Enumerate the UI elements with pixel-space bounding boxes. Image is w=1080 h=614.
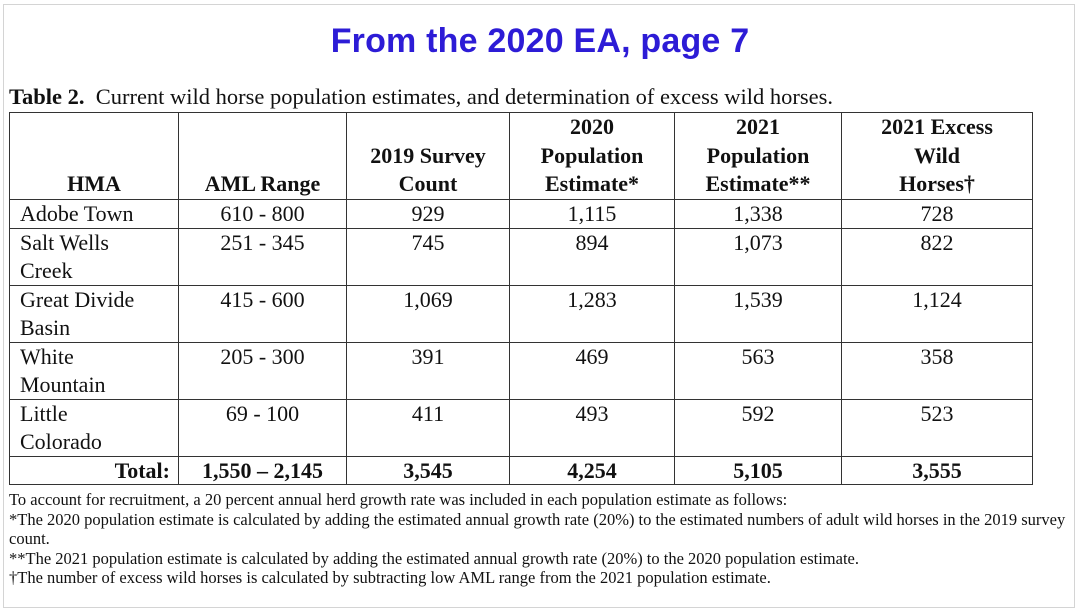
pop2020-cell: 894 <box>509 227 675 286</box>
header-survey-count: 2019 Survey Count <box>346 112 510 200</box>
hma-cell: Great Divide Basin <box>9 284 179 343</box>
excess-cell: 1,124 <box>841 284 1033 343</box>
pop2020-cell: 493 <box>509 398 675 457</box>
footnote-intro: To account for recruitment, a 20 percent… <box>9 490 788 509</box>
survey-cell: 391 <box>346 341 510 400</box>
excess-cell: 523 <box>841 398 1033 457</box>
header-2021-excess: 2021 Excess Wild Horses† <box>841 112 1033 200</box>
aml-cell: 415 - 600 <box>178 284 347 343</box>
table-total-row: Total: 1,550 – 2,145 3,545 4,254 5,105 3… <box>9 455 1033 485</box>
total-label: Total: <box>9 455 179 485</box>
footnote-excess: †The number of excess wild horses is cal… <box>9 568 771 587</box>
header-hma: HMA <box>9 112 179 200</box>
table-row: Adobe Town 610 - 800 929 1,115 1,338 728 <box>9 198 1033 229</box>
table-caption: Table 2. Current wild horse population e… <box>9 84 833 110</box>
pop2020-cell: 469 <box>509 341 675 400</box>
aml-cell: 205 - 300 <box>178 341 347 400</box>
survey-cell: 745 <box>346 227 510 286</box>
total-pop2021-cell: 5,105 <box>674 455 842 485</box>
slide-banner-title: From the 2020 EA, page 7 <box>330 22 750 60</box>
excess-cell: 728 <box>841 198 1033 229</box>
footnote-2021-estimate: **The 2021 population estimate is calcul… <box>9 548 859 568</box>
hma-cell: Salt Wells Creek <box>9 227 179 286</box>
table-row: Great Divide Basin 415 - 600 1,069 1,283 … <box>9 284 1033 343</box>
survey-cell: 929 <box>346 198 510 229</box>
pop2021-cell: 592 <box>674 398 842 457</box>
aml-cell: 610 - 800 <box>178 198 347 229</box>
aml-cell: 251 - 345 <box>178 227 347 286</box>
slide-frame <box>3 4 1075 608</box>
survey-cell: 411 <box>346 398 510 457</box>
total-survey-cell: 3,545 <box>346 455 510 485</box>
aml-cell: 69 - 100 <box>178 398 347 457</box>
table-row: White Mountain 205 - 300 391 469 563 358 <box>9 341 1033 400</box>
pop2020-cell: 1,115 <box>509 198 675 229</box>
table-caption-label: Table 2. <box>9 84 85 109</box>
table-row: Salt Wells Creek 251 - 345 745 894 1,073 … <box>9 227 1033 286</box>
hma-cell: Adobe Town <box>9 198 179 229</box>
excess-cell: 822 <box>841 227 1033 286</box>
table-row: Little Colorado 69 - 100 411 493 592 523 <box>9 398 1033 457</box>
header-2021-estimate: 2021 Population Estimate** <box>674 112 842 200</box>
survey-cell: 1,069 <box>346 284 510 343</box>
total-excess-cell: 3,555 <box>841 455 1033 485</box>
pop2021-cell: 1,539 <box>674 284 842 343</box>
pop2021-cell: 1,338 <box>674 198 842 229</box>
total-aml-cell: 1,550 – 2,145 <box>178 455 347 485</box>
pop2020-cell: 1,283 <box>509 284 675 343</box>
hma-cell: White Mountain <box>9 341 179 400</box>
pop2021-cell: 563 <box>674 341 842 400</box>
header-2020-estimate: 2020 Population Estimate* <box>509 112 675 200</box>
pop2021-cell: 1,073 <box>674 227 842 286</box>
total-pop2020-cell: 4,254 <box>509 455 675 485</box>
table-caption-text: Current wild horse population estimates,… <box>95 84 834 109</box>
population-table: HMA AML Range 2019 Survey Count 2020 Pop… <box>9 112 1033 485</box>
excess-cell: 358 <box>841 341 1033 400</box>
footnote-2020-estimate: *The 2020 population estimate is calcula… <box>9 509 1066 549</box>
table-header-row: HMA AML Range 2019 Survey Count 2020 Pop… <box>9 112 1033 200</box>
table-footnotes: To account for recruitment, a 20 percent… <box>9 490 1069 588</box>
header-aml-range: AML Range <box>178 112 347 200</box>
hma-cell: Little Colorado <box>9 398 179 457</box>
